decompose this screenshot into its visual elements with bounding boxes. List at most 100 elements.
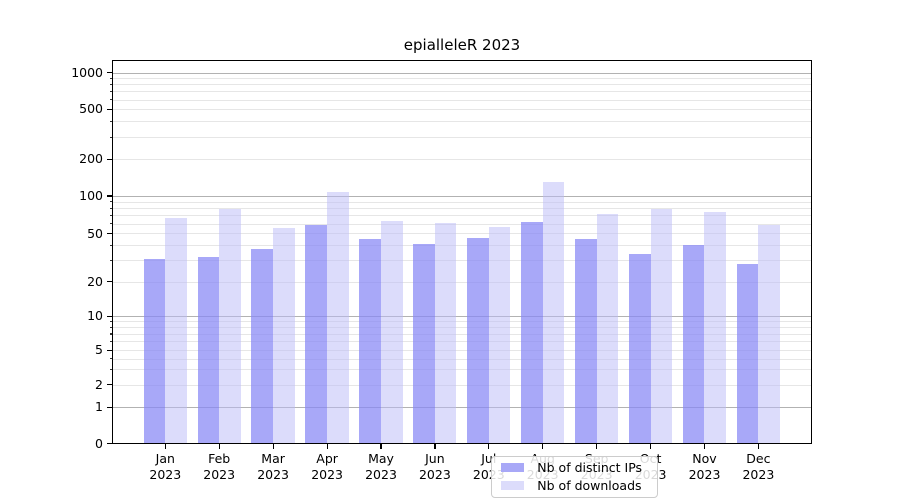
legend-swatch-distinct-ips <box>501 462 525 473</box>
x-tick-label: Jan 2023 <box>149 451 182 482</box>
bar-distinct-ips-sep <box>575 238 597 444</box>
minor-gridline <box>113 350 811 352</box>
minor-gridline <box>113 369 811 371</box>
y-minor-tick-mark <box>110 84 114 86</box>
minor-gridline <box>113 215 811 217</box>
minor-gridline <box>113 159 811 161</box>
x-tick-label: Dec 2023 <box>742 451 775 482</box>
major-gridline <box>113 72 811 74</box>
x-tick-mark <box>434 443 436 449</box>
bar-downloads-dec <box>758 225 780 444</box>
y-tick-mark <box>107 384 114 386</box>
y-minor-tick-mark <box>110 358 114 360</box>
bar-distinct-ips-jul <box>467 237 489 444</box>
bar-downloads-apr <box>327 191 349 444</box>
x-tick-mark <box>757 443 760 449</box>
chart-title: epialleleR 2023 <box>403 36 521 54</box>
minor-gridline <box>113 99 811 101</box>
y-minor-tick-mark <box>110 121 114 123</box>
x-tick-mark <box>596 443 598 449</box>
y-minor-tick-mark <box>110 340 114 343</box>
minor-gridline <box>113 281 811 283</box>
minor-gridline <box>113 245 811 247</box>
major-gridline <box>113 407 811 409</box>
bar-downloads-mar <box>273 228 295 444</box>
x-tick-mark <box>380 443 382 449</box>
x-tick-label: Mar 2023 <box>257 451 289 482</box>
y-tick-mark <box>107 72 114 74</box>
legend-label-distinct-ips: Nb of distinct IPs <box>537 460 643 476</box>
minor-gridline <box>113 321 811 323</box>
y-tick-mark <box>107 315 114 317</box>
y-tick-label: 2 <box>95 376 103 392</box>
x-tick-label: Feb 2023 <box>203 451 236 482</box>
x-tick-mark <box>164 443 166 449</box>
y-minor-tick-mark <box>110 259 114 262</box>
y-tick-mark <box>107 158 114 160</box>
legend: Nb of distinct IPs Nb of downloads <box>491 455 659 498</box>
y-tick-label: 200 <box>79 151 103 167</box>
bar-distinct-ips-nov <box>682 245 705 444</box>
y-minor-tick-mark <box>110 244 114 246</box>
bar-distinct-ips-mar <box>251 249 274 444</box>
bar-downloads-aug <box>542 182 565 444</box>
minor-gridline <box>113 341 811 343</box>
y-minor-tick-mark <box>110 207 114 209</box>
y-minor-tick-mark <box>110 214 114 217</box>
minor-gridline <box>113 121 811 123</box>
y-minor-tick-mark <box>110 333 114 335</box>
bar-distinct-ips-feb <box>197 256 220 444</box>
legend-label-downloads: Nb of downloads <box>537 478 642 494</box>
y-tick-mark <box>107 195 114 197</box>
y-tick-label: 100 <box>79 188 103 203</box>
minor-gridline <box>113 208 811 210</box>
x-tick-mark <box>272 443 274 449</box>
bar-downloads-jul <box>488 227 511 444</box>
y-minor-tick-mark <box>110 91 114 93</box>
y-tick-label: 10 <box>87 308 103 324</box>
plot-area: Nb of distinct IPs Nb of downloads <box>112 59 812 498</box>
bar-downloads-nov <box>704 211 727 444</box>
major-gridline <box>113 316 811 318</box>
major-gridline <box>113 195 811 197</box>
x-tick-label: Apr 2023 <box>311 451 343 482</box>
y-minor-tick-mark <box>110 201 114 203</box>
minor-gridline <box>113 333 811 335</box>
y-tick-label: 1 <box>95 399 103 415</box>
bar-downloads-sep <box>596 213 619 444</box>
bar-downloads-may <box>380 220 403 444</box>
bar-distinct-ips-may <box>359 238 381 444</box>
minor-gridline <box>113 384 811 386</box>
x-tick-mark <box>650 443 652 449</box>
minor-gridline <box>113 109 811 111</box>
minor-gridline <box>113 137 811 139</box>
x-tick-mark <box>703 443 706 449</box>
minor-gridline <box>113 201 811 203</box>
legend-item-downloads: Nb of downloads <box>492 478 657 494</box>
bar-downloads-jun <box>434 222 457 444</box>
x-tick-mark <box>542 443 544 449</box>
bar-distinct-ips-oct <box>628 253 651 444</box>
y-tick-label: 0 <box>95 435 103 451</box>
x-tick-label: May 2023 <box>365 451 397 482</box>
y-tick-label: 50 <box>87 225 103 241</box>
y-tick-mark <box>107 406 114 408</box>
y-tick-label: 500 <box>79 101 103 117</box>
minor-gridline <box>113 91 811 93</box>
y-tick-label: 1000 <box>71 64 103 80</box>
y-tick-mark <box>107 281 114 283</box>
y-minor-tick-mark <box>110 136 114 138</box>
bar-distinct-ips-jan <box>143 258 166 444</box>
y-minor-tick-mark <box>110 321 114 323</box>
y-minor-tick-mark <box>110 77 114 80</box>
y-tick-label: 5 <box>95 342 103 358</box>
minor-gridline <box>113 233 811 235</box>
minor-gridline <box>113 358 811 360</box>
minor-gridline <box>113 223 811 225</box>
bar-distinct-ips-aug <box>521 221 543 444</box>
minor-gridline <box>113 84 811 86</box>
y-minor-tick-mark <box>110 326 114 328</box>
bar-downloads-feb <box>219 209 241 444</box>
bar-downloads-oct <box>650 208 673 444</box>
